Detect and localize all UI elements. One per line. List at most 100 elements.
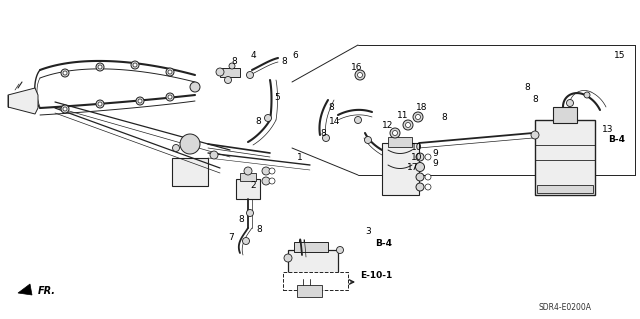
Text: 4: 4	[250, 51, 256, 61]
Circle shape	[96, 63, 104, 71]
Circle shape	[61, 105, 69, 113]
Circle shape	[416, 153, 424, 161]
Text: 5: 5	[275, 93, 280, 102]
Circle shape	[166, 93, 174, 101]
Text: 15: 15	[614, 50, 625, 60]
Text: FR.: FR.	[38, 286, 56, 296]
Bar	[294, 242, 328, 252]
Circle shape	[425, 154, 431, 160]
Circle shape	[246, 210, 253, 217]
Circle shape	[284, 254, 292, 262]
Circle shape	[269, 178, 275, 184]
Bar	[297, 285, 322, 297]
Text: 8: 8	[441, 114, 447, 122]
Polygon shape	[18, 284, 32, 295]
Text: 3: 3	[365, 227, 371, 236]
Circle shape	[61, 69, 69, 77]
Polygon shape	[8, 88, 38, 114]
Circle shape	[131, 61, 139, 69]
Circle shape	[390, 128, 400, 138]
Circle shape	[269, 168, 275, 174]
Circle shape	[138, 99, 142, 103]
Bar	[288, 250, 338, 285]
Text: 18: 18	[415, 103, 427, 113]
Bar	[283, 272, 348, 290]
Circle shape	[63, 107, 67, 111]
Text: 8: 8	[256, 226, 262, 234]
Text: 8: 8	[532, 95, 538, 105]
Circle shape	[416, 183, 424, 191]
Text: 12: 12	[381, 121, 393, 130]
Circle shape	[415, 162, 424, 172]
Circle shape	[63, 71, 67, 75]
Text: 7: 7	[228, 234, 234, 242]
Text: 14: 14	[328, 117, 340, 127]
Circle shape	[136, 97, 144, 105]
Circle shape	[566, 100, 573, 107]
Text: E-10-1: E-10-1	[360, 271, 392, 280]
Bar	[290, 276, 336, 283]
Text: 8: 8	[281, 57, 287, 66]
Text: 8: 8	[255, 117, 261, 127]
Text: 6: 6	[292, 51, 298, 61]
Circle shape	[584, 92, 590, 98]
Text: 9: 9	[432, 150, 438, 159]
Circle shape	[403, 120, 413, 130]
Circle shape	[262, 167, 270, 175]
Circle shape	[229, 63, 235, 69]
Circle shape	[243, 238, 250, 244]
Text: SDR4-E0200A: SDR4-E0200A	[538, 303, 591, 313]
Circle shape	[264, 115, 271, 122]
Circle shape	[180, 134, 200, 154]
Circle shape	[416, 173, 424, 181]
Text: 17: 17	[406, 164, 418, 173]
Circle shape	[323, 135, 330, 142]
Circle shape	[425, 184, 431, 190]
Circle shape	[168, 70, 172, 74]
Circle shape	[210, 151, 218, 159]
Circle shape	[98, 65, 102, 69]
Circle shape	[98, 102, 102, 106]
Text: 11: 11	[397, 110, 408, 120]
Circle shape	[413, 112, 423, 122]
Text: 16: 16	[351, 63, 362, 72]
Text: 8: 8	[328, 103, 333, 113]
Bar	[388, 137, 412, 147]
Text: 8: 8	[524, 84, 530, 93]
Text: 8: 8	[320, 130, 326, 138]
Bar	[240, 173, 256, 181]
Circle shape	[531, 131, 539, 139]
Bar	[553, 107, 577, 123]
Text: B-4: B-4	[608, 136, 625, 145]
Bar	[236, 179, 260, 199]
Circle shape	[133, 63, 137, 67]
Circle shape	[96, 100, 104, 108]
Text: 8: 8	[231, 57, 237, 66]
Text: 8: 8	[238, 216, 244, 225]
Text: 2: 2	[250, 182, 256, 190]
Bar	[220, 68, 240, 77]
Circle shape	[166, 68, 174, 76]
Circle shape	[365, 137, 371, 144]
Circle shape	[425, 174, 431, 180]
Circle shape	[355, 116, 362, 123]
Circle shape	[173, 145, 179, 152]
Circle shape	[168, 95, 172, 99]
Circle shape	[244, 167, 252, 175]
Circle shape	[415, 115, 420, 120]
Circle shape	[216, 68, 224, 76]
Bar	[535, 120, 595, 195]
Text: 10: 10	[410, 144, 422, 152]
Bar	[172, 158, 208, 186]
Circle shape	[337, 247, 344, 254]
Circle shape	[225, 77, 232, 84]
Circle shape	[406, 122, 410, 128]
Circle shape	[392, 130, 397, 136]
Text: 9: 9	[432, 160, 438, 168]
Bar	[382, 143, 419, 195]
Circle shape	[190, 82, 200, 92]
Bar	[537, 185, 593, 193]
Text: 1: 1	[297, 153, 303, 162]
Text: B-4: B-4	[375, 239, 392, 248]
Text: 10: 10	[410, 153, 422, 162]
